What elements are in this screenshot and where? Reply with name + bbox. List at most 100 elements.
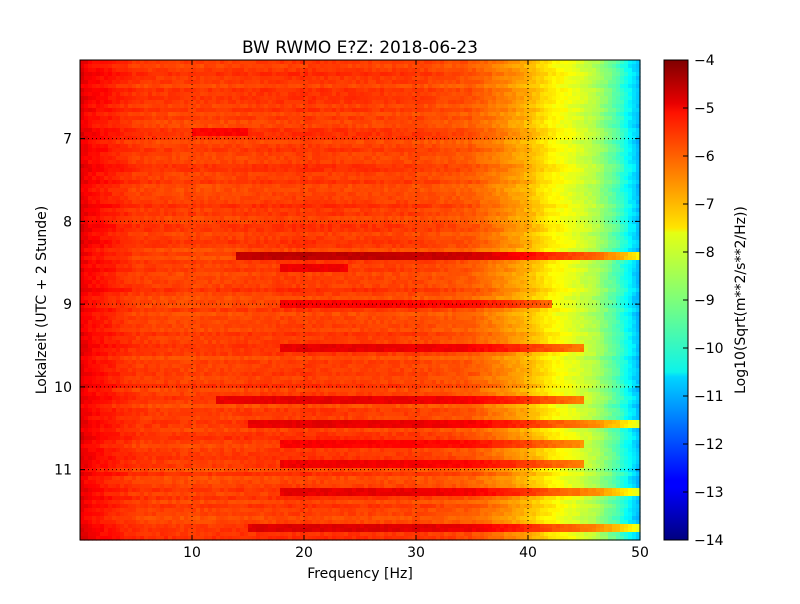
heatmap-cell xyxy=(236,108,241,113)
heatmap-cell xyxy=(576,120,581,125)
heatmap-cell xyxy=(404,152,409,157)
heatmap-cell xyxy=(292,180,297,185)
heatmap-cell xyxy=(400,148,405,153)
heatmap-cell xyxy=(172,100,177,105)
heatmap-cell xyxy=(132,180,137,185)
heatmap-cell xyxy=(464,104,469,109)
heatmap-cell xyxy=(280,180,285,185)
heatmap-cell xyxy=(420,124,425,129)
heatmap-cell xyxy=(584,80,589,85)
heatmap-cell xyxy=(452,192,457,197)
heatmap-cell xyxy=(508,160,513,165)
heatmap-cell xyxy=(588,180,593,185)
heatmap-cell xyxy=(184,120,189,125)
heatmap-cell xyxy=(96,132,101,137)
heatmap-cell xyxy=(456,128,461,133)
heatmap-cell xyxy=(160,60,165,65)
heatmap-cell xyxy=(600,164,605,169)
heatmap-cell xyxy=(508,124,513,129)
heatmap-cell xyxy=(292,140,297,145)
heatmap-cell xyxy=(112,124,117,129)
heatmap-cell xyxy=(616,132,621,137)
heatmap-cell xyxy=(552,128,557,133)
heatmap-cell xyxy=(324,116,329,121)
heatmap-cell xyxy=(616,164,621,169)
heatmap-cell xyxy=(372,88,377,93)
heatmap-cell xyxy=(340,128,345,133)
heatmap-cell xyxy=(364,116,369,121)
heatmap-cell xyxy=(268,184,273,189)
heatmap-cell xyxy=(336,120,341,125)
heatmap-cell xyxy=(180,180,185,185)
heatmap-cell xyxy=(136,68,141,73)
heatmap-cell xyxy=(104,200,109,205)
heatmap-cell xyxy=(352,164,357,169)
heatmap-cell xyxy=(564,176,569,181)
heatmap-cell xyxy=(424,120,429,125)
heatmap-cell xyxy=(468,104,473,109)
heatmap-cell xyxy=(148,104,153,109)
heatmap-cell xyxy=(492,120,497,125)
heatmap-cell xyxy=(304,172,309,177)
heatmap-cell xyxy=(528,108,533,113)
heatmap-cell xyxy=(232,184,237,189)
heatmap-cell xyxy=(192,92,197,97)
heatmap-cell xyxy=(88,180,93,185)
heatmap-cell xyxy=(524,152,529,157)
heatmap-cell xyxy=(172,196,177,201)
heatmap-cell xyxy=(520,116,525,121)
heatmap-cell xyxy=(528,60,533,65)
heatmap-cell xyxy=(496,72,501,77)
heatmap-cell xyxy=(332,112,337,117)
heatmap-cell xyxy=(404,192,409,197)
heatmap-cell xyxy=(88,60,93,65)
heatmap-cell xyxy=(440,116,445,121)
heatmap-cell xyxy=(232,144,237,149)
heatmap-cell xyxy=(104,172,109,177)
heatmap-cell xyxy=(256,68,261,73)
heatmap-cell xyxy=(636,112,641,117)
heatmap-cell xyxy=(520,84,525,89)
heatmap-cell xyxy=(236,136,241,141)
heatmap-cell xyxy=(200,64,205,69)
heatmap-cell xyxy=(112,148,117,153)
heatmap-cell xyxy=(556,112,561,117)
heatmap-cell xyxy=(484,132,489,137)
heatmap-cell xyxy=(372,68,377,73)
heatmap-cell xyxy=(428,132,433,137)
heatmap-cell xyxy=(104,148,109,153)
heatmap-cell xyxy=(624,108,629,113)
heatmap-cell xyxy=(160,76,165,81)
heatmap-cell xyxy=(456,80,461,85)
heatmap-cell xyxy=(384,104,389,109)
heatmap-cell xyxy=(460,120,465,125)
heatmap-cell xyxy=(204,96,209,101)
heatmap-cell xyxy=(464,128,469,133)
heatmap-cell xyxy=(372,200,377,205)
heatmap-cell xyxy=(248,132,253,137)
heatmap-cell xyxy=(436,144,441,149)
heatmap-cell xyxy=(356,124,361,129)
heatmap-cell xyxy=(548,64,553,69)
heatmap-cell xyxy=(376,84,381,89)
heatmap-cell xyxy=(412,120,417,125)
heatmap-cell xyxy=(416,112,421,117)
heatmap-cell xyxy=(272,72,277,77)
heatmap-cell xyxy=(424,144,429,149)
heatmap-cell xyxy=(620,168,625,173)
heatmap-cell xyxy=(176,152,181,157)
heatmap-cell xyxy=(204,156,209,161)
heatmap-cell xyxy=(204,196,209,201)
heatmap-cell xyxy=(480,164,485,169)
heatmap-cell xyxy=(332,64,337,69)
heatmap-cell xyxy=(524,156,529,161)
heatmap-cell xyxy=(436,140,441,145)
heatmap-cell xyxy=(304,128,309,133)
heatmap-cell xyxy=(348,128,353,133)
heatmap-cell xyxy=(144,156,149,161)
heatmap-cell xyxy=(636,76,641,81)
heatmap-cell xyxy=(464,88,469,93)
heatmap-cell xyxy=(372,120,377,125)
heatmap-cell xyxy=(484,172,489,177)
heatmap-cell xyxy=(84,172,89,177)
